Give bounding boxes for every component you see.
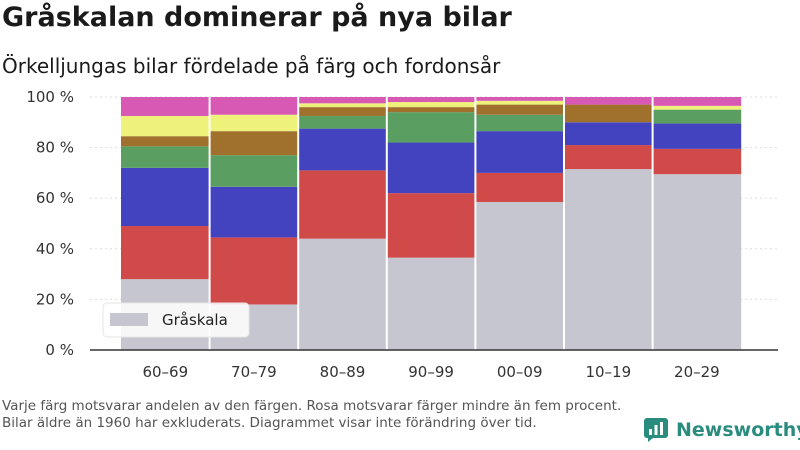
bar-segment bbox=[652, 105, 742, 110]
bar-segment bbox=[652, 174, 742, 350]
brand-label: Newsworthy bbox=[676, 419, 800, 441]
legend-box bbox=[102, 302, 250, 338]
bar-segment bbox=[209, 237, 299, 305]
bar-segment bbox=[298, 115, 387, 129]
y-tick-label: 80 % bbox=[36, 139, 74, 157]
y-tick-label: 0 % bbox=[45, 341, 74, 359]
bar-segment bbox=[121, 167, 210, 227]
bar-segment bbox=[652, 123, 742, 149]
stacked-bar-chart: 0 % 20 % 40 % 60 % 80 % 100 % 60–69 70–79 80–89 9… bbox=[26, 88, 778, 381]
newsworthy-logo-icon bbox=[644, 418, 668, 442]
bar-segment bbox=[209, 97, 299, 115]
y-tick-label: 40 % bbox=[36, 240, 74, 258]
legend-label: Gråskala bbox=[162, 311, 228, 329]
bar-segment bbox=[386, 257, 476, 350]
bar-segment bbox=[564, 104, 653, 123]
bar-segment bbox=[564, 169, 653, 350]
bar-segment bbox=[298, 97, 387, 104]
y-tick-label: 60 % bbox=[36, 189, 74, 207]
bar-segment bbox=[386, 112, 476, 143]
bar-segment bbox=[386, 193, 476, 258]
bar-segment bbox=[386, 142, 476, 194]
bar-segment bbox=[121, 226, 210, 280]
bar-segment bbox=[121, 146, 210, 168]
bar-segment bbox=[298, 128, 387, 171]
x-tick-label: 20–29 bbox=[674, 363, 720, 381]
bar-segment bbox=[475, 201, 564, 350]
bar-segment bbox=[475, 104, 564, 115]
bar-segment bbox=[209, 131, 299, 156]
bar-segment bbox=[475, 172, 564, 202]
page-title: Gråskalan dominerar på nya bilar bbox=[2, 2, 512, 33]
x-tick-label: 90–99 bbox=[408, 363, 454, 381]
bar-segment bbox=[121, 97, 210, 116]
x-tick-label: 70–79 bbox=[231, 363, 277, 381]
bar-segment bbox=[564, 122, 653, 146]
bar-segment bbox=[209, 186, 299, 238]
bar-segment bbox=[652, 97, 742, 106]
x-tick-label: 80–89 bbox=[320, 363, 366, 381]
bar-segment bbox=[652, 109, 742, 124]
bar-segment bbox=[475, 114, 564, 132]
bar-segment bbox=[121, 115, 210, 137]
legend-swatch bbox=[110, 313, 148, 326]
x-tick-label: 60–69 bbox=[142, 363, 188, 381]
bar-segment bbox=[475, 131, 564, 173]
y-tick-label: 20 % bbox=[36, 290, 74, 308]
bar-segment bbox=[475, 97, 564, 101]
bar-segment bbox=[386, 102, 476, 108]
bar-segment bbox=[298, 103, 387, 108]
x-tick-label: 00–09 bbox=[497, 363, 543, 381]
y-tick-label: 100 % bbox=[26, 88, 74, 106]
bar-segment bbox=[209, 155, 299, 187]
chart-subtitle: Örkelljungas bilar fördelade på färg och… bbox=[2, 54, 501, 78]
bar-segment bbox=[386, 107, 476, 113]
bar-segment bbox=[564, 97, 653, 105]
footnote: Varje färg motsvarar andelen av den färg… bbox=[2, 398, 622, 431]
bar-segment bbox=[475, 100, 564, 105]
bar-segment bbox=[386, 97, 476, 103]
bar-segment bbox=[564, 145, 653, 170]
x-tick-label: 10–19 bbox=[585, 363, 631, 381]
bar-segment bbox=[298, 107, 387, 116]
bar-segment bbox=[209, 114, 299, 132]
brand-logo[interactable]: Newsworthy bbox=[644, 418, 800, 442]
bar-segment bbox=[298, 170, 387, 239]
bar-segment bbox=[121, 136, 210, 147]
bar-segment bbox=[652, 148, 742, 175]
bar-segment bbox=[298, 238, 387, 350]
